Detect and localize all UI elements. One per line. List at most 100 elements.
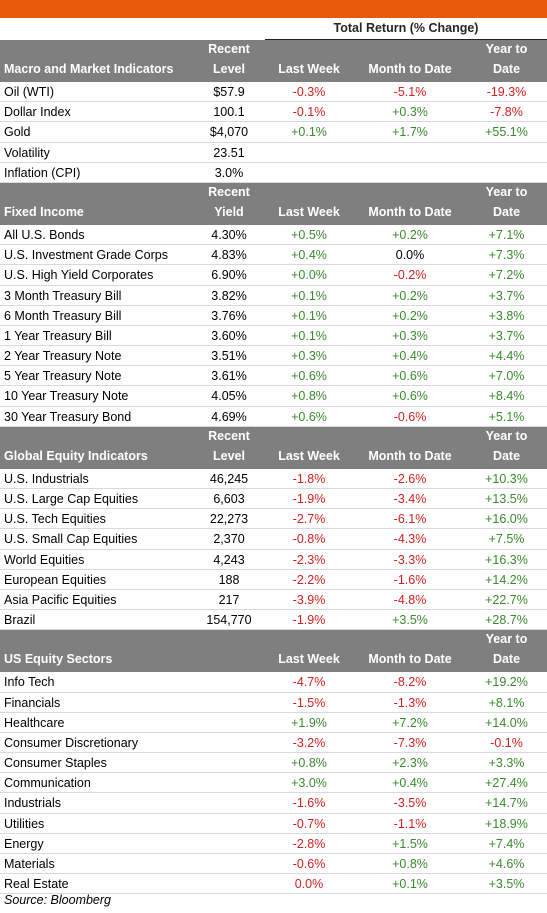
row-label: U.S. High Yield Corporates — [4, 268, 154, 283]
row-year-to-date: -19.3% — [486, 85, 527, 99]
row-last-week: +1.9% — [291, 715, 327, 730]
row-year-to-date: +14.2% — [485, 572, 528, 587]
col-mtd-header: Month to Date — [368, 204, 452, 219]
table-row: 1 Year Treasury Bill 3.60% +0.1% +0.3% +… — [0, 325, 547, 347]
row-last-week: +0.1% — [291, 125, 327, 140]
row-year-to-date: +55.1% — [485, 125, 528, 140]
row-year-to-date: +8.4% — [488, 389, 525, 404]
row-year-to-date: +19.2% — [485, 675, 528, 690]
table-row: Financials -1.5% -1.3% +8.1% — [0, 692, 547, 713]
table-row: U.S. Industrials 46,245 -1.8% -2.6% +10.… — [0, 468, 547, 489]
col-ytd-header: Year to Date — [485, 184, 528, 219]
row-level: 3.61% — [211, 369, 247, 384]
row-last-week: -1.5% — [292, 695, 326, 710]
row-year-to-date: +3.8% — [488, 308, 525, 323]
table-row: Industrials -1.6% -3.5% +14.7% — [0, 793, 547, 814]
row-label: Financials — [4, 695, 61, 710]
table-row: U.S. Tech Equities 22,273 -2.7% -6.1% +1… — [0, 509, 547, 530]
row-year-to-date: +7.1% — [488, 227, 525, 242]
row-last-week: 0.0% — [294, 877, 324, 892]
table-row: Gold $4,070 +0.1% +1.7% +55.1% — [0, 122, 547, 143]
row-year-to-date: +14.0% — [485, 715, 528, 730]
table-row: Healthcare +1.9% +7.2% +14.0% — [0, 712, 547, 733]
row-last-week: +3.0% — [291, 776, 327, 791]
row-last-week: -0.7% — [292, 816, 326, 831]
row-month-to-date: +0.8% — [392, 857, 428, 871]
section-title: Macro and Market Indicators — [4, 62, 174, 76]
table-row: Real Estate 0.0% +0.1% +3.5% — [0, 874, 547, 895]
section-header: US Equity Sectors Last Week Month to Dat… — [0, 630, 547, 673]
col-recent-header: Recent Yield — [208, 184, 250, 219]
row-level: 2,370 — [213, 532, 245, 547]
row-last-week: -0.6% — [292, 857, 326, 871]
table-row: 10 Year Treasury Note 4.05% +0.8% +0.6% … — [0, 386, 547, 407]
row-month-to-date: +0.2% — [392, 227, 428, 242]
row-level: 154,770 — [206, 613, 252, 628]
table-row: U.S. Large Cap Equities 6,603 -1.9% -3.4… — [0, 489, 547, 510]
row-label: Consumer Staples — [4, 756, 107, 771]
row-last-week: -2.2% — [292, 572, 326, 587]
row-month-to-date: -0.2% — [393, 268, 427, 283]
row-label: Brazil — [4, 613, 36, 628]
row-level: $57.9 — [213, 85, 245, 99]
row-year-to-date: +3.3% — [488, 756, 525, 771]
row-last-week: -2.3% — [292, 552, 326, 567]
row-year-to-date: +3.7% — [488, 288, 525, 303]
section-header: Macro and Market Indicators Recent Level … — [0, 40, 547, 82]
col-ytd-header: Year to Date — [485, 632, 528, 667]
row-level: 4.05% — [211, 389, 247, 404]
row-month-to-date: +1.7% — [392, 125, 428, 140]
table-row: U.S. High Yield Corporates 6.90% +0.0% -… — [0, 265, 547, 286]
table-row: Info Tech -4.7% -8.2% +19.2% — [0, 672, 547, 693]
col-recent-header: Recent Level — [208, 42, 250, 76]
row-month-to-date: -4.3% — [393, 532, 427, 547]
table-row: Inflation (CPI) 3.0% — [0, 162, 547, 183]
row-last-week: +0.8% — [291, 756, 327, 771]
row-month-to-date: -0.6% — [393, 409, 427, 424]
row-year-to-date: +7.0% — [488, 369, 525, 384]
row-level: 3.76% — [211, 308, 247, 323]
col-ytd-header: Year to Date — [485, 428, 528, 463]
table-row: Materials -0.6% +0.8% +4.6% — [0, 854, 547, 875]
row-level: 3.60% — [211, 328, 247, 343]
table-row: U.S. Investment Grade Corps 4.83% +0.4% … — [0, 245, 547, 266]
row-label: Real Estate — [4, 877, 69, 892]
row-month-to-date: +0.3% — [392, 105, 428, 120]
row-month-to-date: +2.3% — [392, 756, 428, 771]
row-year-to-date: +7.4% — [488, 836, 525, 851]
row-label: Oil (WTI) — [4, 85, 54, 99]
row-last-week: -2.7% — [292, 512, 326, 527]
row-month-to-date: +0.6% — [392, 369, 428, 384]
table-row: Consumer Discretionary -3.2% -7.3% -0.1% — [0, 732, 547, 754]
col-recent-header: Recent Level — [208, 428, 250, 463]
row-month-to-date: 0.0% — [395, 248, 425, 263]
row-level: 23.51 — [213, 145, 245, 160]
table-row: 3 Month Treasury Bill 3.82% +0.1% +0.2% … — [0, 285, 547, 306]
row-label: European Equities — [4, 572, 107, 587]
row-year-to-date: +4.6% — [488, 857, 525, 871]
row-month-to-date: -3.5% — [393, 796, 427, 811]
row-label: Healthcare — [4, 715, 65, 730]
row-level: $4,070 — [209, 125, 249, 140]
row-label: Energy — [4, 836, 44, 851]
row-label: U.S. Tech Equities — [4, 512, 106, 527]
row-month-to-date: -1.3% — [393, 695, 427, 710]
table-row: Brazil 154,770 -1.9% +3.5% +28.7% — [0, 610, 547, 631]
row-month-to-date: +0.2% — [392, 288, 428, 303]
row-year-to-date: +28.7% — [485, 613, 528, 628]
row-year-to-date: +22.7% — [485, 592, 528, 607]
col-mtd-header: Month to Date — [368, 62, 452, 76]
row-label: Materials — [4, 857, 55, 871]
row-year-to-date: +8.1% — [488, 695, 525, 710]
top-banner — [0, 0, 547, 18]
row-level: 6.90% — [211, 268, 247, 283]
row-level: 3.82% — [211, 288, 247, 303]
section-title: Global Equity Indicators — [4, 448, 148, 463]
row-level: 6,603 — [213, 492, 245, 506]
row-year-to-date: +18.9% — [485, 816, 528, 831]
row-last-week: -4.7% — [292, 675, 326, 690]
row-level: 217 — [218, 592, 240, 607]
table-row: 6 Month Treasury Bill 3.76% +0.1% +0.2% … — [0, 305, 547, 326]
row-last-week: +0.1% — [291, 288, 327, 303]
table-row: 2 Year Treasury Note 3.51% +0.3% +0.4% +… — [0, 346, 547, 367]
